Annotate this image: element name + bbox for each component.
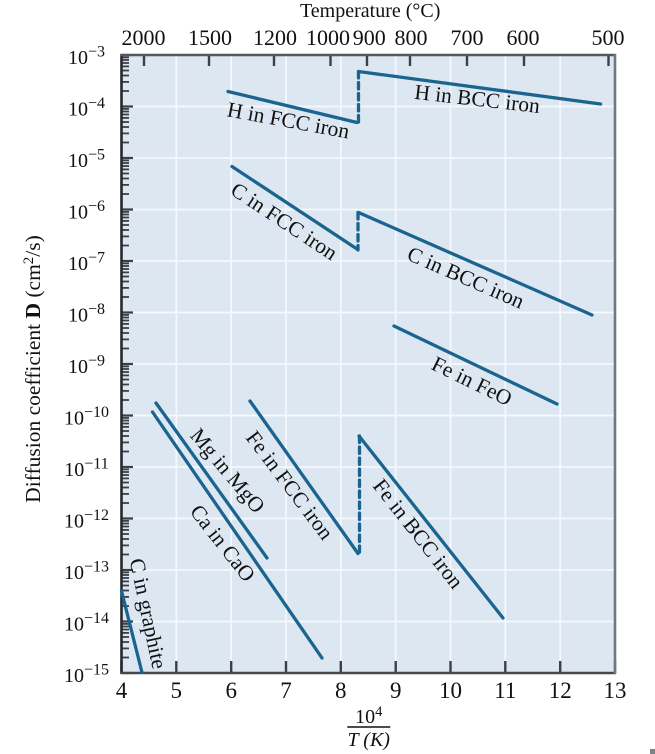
svg-text:4: 4 [116,678,128,703]
svg-text:600: 600 [507,25,540,50]
svg-text:10−15: 10−15 [64,662,109,688]
svg-text:1500: 1500 [188,25,232,50]
svg-text:13: 13 [604,678,627,703]
svg-text:10−9: 10−9 [68,353,105,379]
svg-text:10−3: 10−3 [68,44,105,70]
svg-text:12: 12 [549,678,572,703]
svg-text:T (K): T (K) [348,729,391,751]
svg-text:1200: 1200 [253,25,297,50]
svg-text:900: 900 [353,25,386,50]
svg-text:104: 104 [355,704,383,728]
svg-text:10−4: 10−4 [68,95,105,121]
svg-text:Diffusion coefficient D (cm2/s: Diffusion coefficient D (cm2/s) [21,235,45,503]
svg-text:2000: 2000 [122,25,166,50]
svg-text:10−12: 10−12 [64,507,109,533]
svg-text:500: 500 [592,25,625,50]
svg-text:10−14: 10−14 [64,610,109,636]
svg-text:5: 5 [171,678,183,703]
svg-text:10−11: 10−11 [64,456,108,482]
svg-text:10−7: 10−7 [68,250,105,276]
svg-text:10−5: 10−5 [68,147,105,173]
svg-text:7: 7 [280,678,292,703]
svg-text:800: 800 [395,25,428,50]
svg-text:10−10: 10−10 [64,404,109,430]
svg-text:10−8: 10−8 [68,301,105,327]
svg-text:700: 700 [451,25,484,50]
svg-text:6: 6 [225,678,237,703]
svg-text:11: 11 [494,678,516,703]
svg-text:10−6: 10−6 [68,198,105,224]
svg-text:10: 10 [439,678,462,703]
svg-text:9: 9 [390,678,402,703]
svg-text:10−13: 10−13 [64,559,109,585]
svg-text:Temperature (°C): Temperature (°C) [300,0,440,22]
svg-text:8: 8 [335,678,347,703]
svg-text:1000: 1000 [306,25,350,50]
